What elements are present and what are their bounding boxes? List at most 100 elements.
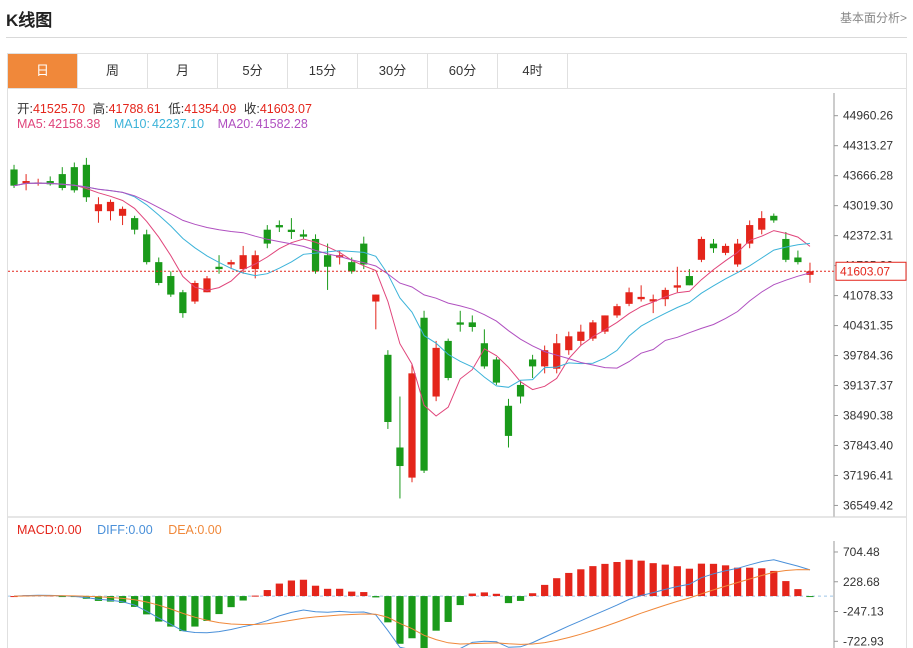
macd-histogram-bar bbox=[131, 596, 139, 607]
price-tick-label: 41078.33 bbox=[843, 289, 893, 303]
candle-body bbox=[782, 238, 790, 260]
ma10-value: 42237.10 bbox=[151, 117, 205, 131]
candle-body bbox=[697, 238, 706, 260]
diff-label: DIFF: bbox=[97, 523, 129, 537]
diff-value: 0.00 bbox=[128, 523, 153, 537]
candle-body bbox=[203, 278, 211, 293]
macd-histogram-bar bbox=[227, 596, 235, 608]
candle-body bbox=[287, 229, 296, 233]
macd-histogram-bar bbox=[468, 593, 476, 597]
candle-body bbox=[82, 164, 91, 198]
candle-body bbox=[251, 255, 259, 270]
price-tick-label: 39137.37 bbox=[843, 379, 893, 393]
page-title: K线图 bbox=[6, 11, 53, 30]
fundamental-analysis-link[interactable]: 基本面分析> bbox=[839, 11, 907, 25]
tab-day[interactable]: 日 bbox=[8, 54, 78, 88]
macd-histogram-bar bbox=[782, 581, 790, 597]
macd-histogram-bar bbox=[444, 596, 452, 622]
candle-body bbox=[721, 245, 730, 253]
candle-body bbox=[143, 234, 151, 263]
macd-histogram-bar bbox=[541, 584, 549, 597]
ma20-line bbox=[13, 182, 811, 369]
candle-body bbox=[541, 350, 549, 367]
candle-body bbox=[770, 215, 778, 221]
macd-histogram-bar bbox=[637, 560, 645, 597]
macd-histogram-bar bbox=[673, 566, 681, 597]
price-tick-label: 44960.26 bbox=[843, 109, 893, 123]
high-value: 41788.61 bbox=[108, 102, 161, 116]
tab-5min[interactable]: 5分 bbox=[218, 54, 288, 88]
macd-histogram-bar bbox=[794, 589, 802, 597]
macd-histogram-bar bbox=[504, 596, 513, 604]
low-value: 41354.09 bbox=[184, 102, 237, 116]
candle-body bbox=[384, 354, 392, 423]
macd-histogram-bar bbox=[758, 568, 766, 597]
macd-histogram-bar bbox=[770, 570, 778, 597]
price-tick-label: 37196.41 bbox=[843, 468, 893, 482]
macd-label: MACD: bbox=[17, 523, 58, 537]
price-tick-label: 44313.27 bbox=[843, 139, 893, 153]
macd-histogram-bar bbox=[311, 585, 320, 597]
tab-month[interactable]: 月 bbox=[148, 54, 218, 88]
candle-body bbox=[673, 285, 681, 288]
diff-line bbox=[13, 559, 811, 648]
macd-histogram-bar bbox=[263, 590, 271, 597]
header-divider bbox=[6, 37, 907, 38]
candle-body bbox=[794, 257, 802, 263]
macd-histogram-bar bbox=[299, 579, 308, 597]
price-tick-label: 42372.31 bbox=[843, 229, 893, 243]
low-label: 低: bbox=[168, 102, 185, 116]
macd-info: MACD:0.00 DIFF:0.00 DEA:0.00 bbox=[17, 523, 226, 537]
macd-histogram-bar bbox=[685, 568, 693, 597]
candle-body bbox=[649, 299, 657, 302]
tab-week[interactable]: 周 bbox=[78, 54, 148, 88]
macd-tick-label: 704.48 bbox=[843, 545, 880, 559]
candle-body bbox=[480, 343, 488, 367]
candle-body bbox=[299, 234, 308, 237]
candle-body bbox=[275, 225, 283, 228]
macd-histogram-bar bbox=[323, 588, 332, 597]
macd-histogram-bar bbox=[492, 593, 501, 597]
macd-histogram-bar bbox=[372, 596, 380, 598]
candle-body bbox=[601, 315, 609, 332]
candle-body bbox=[118, 208, 127, 216]
price-tick-label: 36549.42 bbox=[843, 498, 893, 512]
candle-body bbox=[94, 204, 103, 212]
candle-body bbox=[191, 282, 199, 302]
candle-body bbox=[323, 255, 332, 267]
macd-histogram-bar bbox=[565, 572, 573, 597]
macd-histogram-bar bbox=[155, 596, 163, 622]
candle-body bbox=[565, 336, 573, 351]
macd-histogram-bar bbox=[746, 567, 754, 597]
candle-body bbox=[311, 238, 320, 272]
candle-body bbox=[516, 384, 525, 397]
candle-body bbox=[396, 447, 404, 467]
macd-histogram-bar bbox=[336, 588, 344, 597]
candle-body bbox=[408, 373, 416, 478]
dea-value: 0.00 bbox=[197, 523, 222, 537]
macd-histogram-bar bbox=[94, 596, 103, 601]
candle-body bbox=[239, 255, 247, 270]
tab-4hour[interactable]: 4时 bbox=[498, 54, 568, 88]
ma5-value: 42158.38 bbox=[48, 117, 101, 131]
macd-histogram-bar bbox=[516, 596, 525, 601]
candle-body bbox=[528, 359, 537, 367]
tab-30min[interactable]: 30分 bbox=[358, 54, 428, 88]
macd-histogram-bar bbox=[456, 596, 464, 606]
macd-histogram-bar bbox=[348, 591, 356, 597]
tab-60min[interactable]: 60分 bbox=[428, 54, 498, 88]
candle-body bbox=[167, 276, 175, 295]
open-value: 41525.70 bbox=[32, 102, 86, 116]
macd-histogram-bar bbox=[106, 596, 115, 602]
candle-body bbox=[70, 167, 78, 191]
candle-body bbox=[22, 181, 30, 184]
tab-15min[interactable]: 15分 bbox=[288, 54, 358, 88]
candle-body bbox=[10, 169, 18, 186]
candle-body bbox=[685, 276, 693, 286]
macd-tick-label: -247.13 bbox=[843, 605, 884, 619]
macd-histogram-bar bbox=[251, 595, 259, 597]
candle-body bbox=[709, 243, 718, 249]
candle-body bbox=[553, 343, 561, 369]
price-tick-label: 40431.35 bbox=[843, 319, 893, 333]
